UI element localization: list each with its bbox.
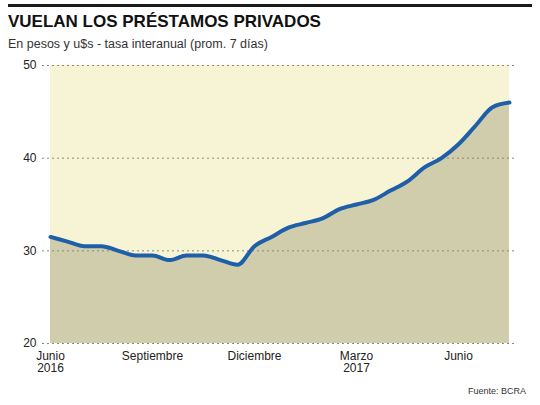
svg-text:20: 20 [23,336,37,350]
svg-text:Septiembre: Septiembre [122,349,184,363]
svg-text:Junio2016: Junio2016 [36,349,65,375]
html-text:En pesos y u$s - tasa interanu: En pesos y u$s - tasa interanual (prom. … [8,37,268,51]
svg-text:Junio: Junio [444,349,473,363]
svg-text:40: 40 [23,151,37,165]
svg-text:Diciembre: Diciembre [227,349,281,363]
svg-text:30: 30 [23,244,37,258]
svg-text:Marzo2017: Marzo2017 [340,349,374,375]
html-text:VUELAN LOS PRÉSTAMOS PRIVADOS: VUELAN LOS PRÉSTAMOS PRIVADOS [8,12,321,31]
html-text:Fuente: BCRA: Fuente: BCRA [468,386,526,396]
svg-text:50: 50 [23,58,37,72]
